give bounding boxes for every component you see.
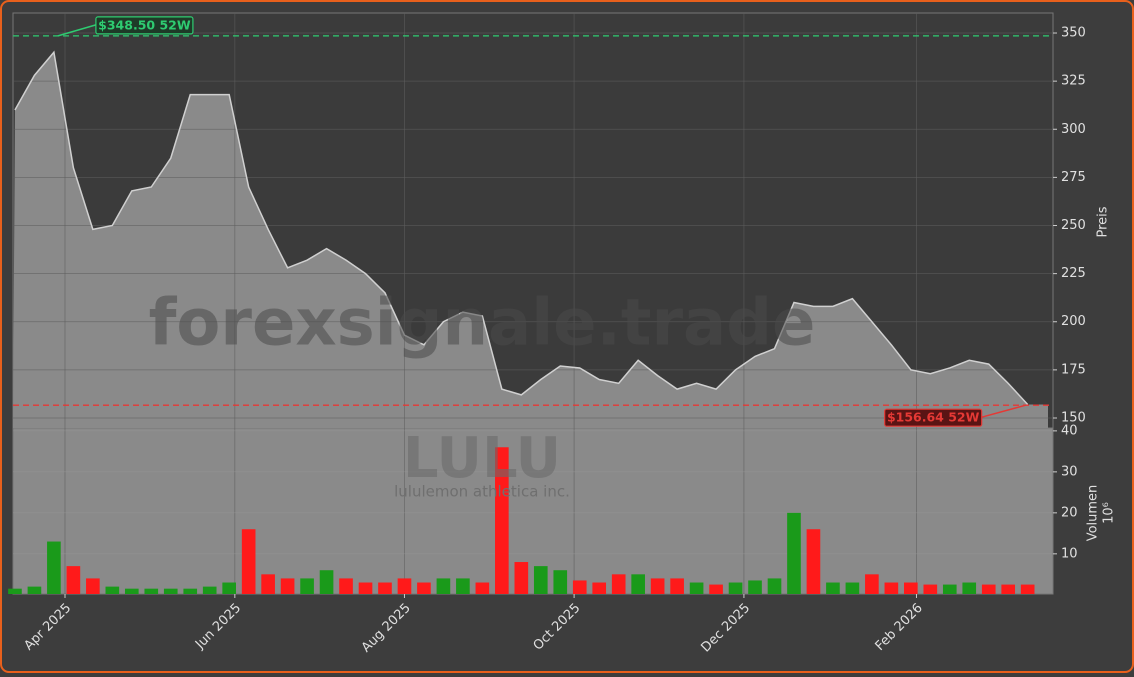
volume-bar [144, 588, 159, 594]
price-line [14, 50, 1029, 406]
volume-bar [572, 580, 587, 594]
volume-bar [592, 582, 607, 594]
company: lululemon athletica inc. [394, 483, 570, 501]
volume-scale: 10⁶ [1102, 502, 1117, 524]
volume-bar [845, 582, 860, 594]
volume-bar [631, 574, 645, 594]
volume-bar [124, 588, 139, 594]
volume-bar [222, 582, 236, 594]
y-tick-label: 300 [1061, 122, 1086, 137]
volume-bar [884, 582, 899, 594]
volume-bar [826, 582, 840, 594]
volume-bar [1020, 584, 1035, 594]
volume-bar [767, 578, 782, 594]
volume-bar [397, 578, 412, 594]
y-tick-label: 30 [1061, 464, 1078, 479]
volume-bar [787, 512, 801, 594]
volume-bar [319, 570, 334, 594]
annotation-arrow [981, 404, 1026, 418]
volume-bar [241, 529, 256, 594]
volume-bar [300, 578, 314, 594]
volume-bar [923, 584, 938, 594]
volume-bar [105, 586, 120, 594]
volume-bar [806, 529, 821, 594]
y-tick-label: 10 [1061, 546, 1078, 561]
y-tick-label: 200 [1061, 314, 1086, 329]
symbol: LULU [403, 426, 561, 491]
volume-bar [456, 578, 470, 594]
y-tick-label: 20 [1061, 505, 1078, 520]
y-tick-label: 275 [1061, 170, 1086, 185]
annotation-label: $348.50 52W [98, 17, 191, 32]
volume-bar [611, 574, 626, 594]
volume-bar [183, 588, 198, 594]
price-area [13, 52, 1048, 429]
y-tick-label: 350 [1061, 26, 1086, 41]
volume-bar [1001, 584, 1016, 594]
volume-bar [378, 582, 392, 594]
volume-bar [650, 578, 665, 594]
volume-bar [163, 588, 178, 594]
y-tick-label: 40 [1061, 423, 1078, 438]
y-axis-label: Preis [1096, 206, 1111, 237]
volume-bar [942, 584, 957, 594]
volume-bar [261, 574, 275, 594]
volume-bar [66, 566, 81, 594]
volume-bar [202, 586, 217, 594]
y-tick-label: 150 [1061, 410, 1086, 425]
volume-bar [358, 582, 373, 594]
volume-bar [475, 582, 490, 594]
volume-bar [748, 580, 762, 594]
volume-bar [339, 578, 353, 594]
watermark: forexsignale.trade [149, 287, 816, 361]
volume-bar [280, 578, 295, 594]
volume-bar [553, 570, 568, 594]
volume-bar [670, 578, 684, 594]
volume-bar [689, 582, 704, 594]
volume-bar [514, 562, 529, 594]
volume-bar [709, 584, 723, 594]
volume-bar [981, 584, 996, 594]
volume-bar [495, 447, 509, 594]
volume-bar [865, 574, 879, 594]
volume-bar [962, 582, 977, 594]
annotation-label: $156.64 52W [887, 410, 980, 425]
volume-bar [8, 588, 22, 594]
y-tick-label: 175 [1061, 362, 1086, 377]
y-tick-label: 250 [1061, 218, 1086, 233]
annotation-box [884, 408, 983, 427]
y-tick-label: 325 [1061, 74, 1086, 89]
volume-bar [417, 582, 431, 594]
volume-bar [904, 582, 918, 594]
y-tick-label: 225 [1061, 266, 1086, 281]
volume-bar [533, 566, 548, 594]
volume-bar [47, 541, 61, 594]
annotation-arrow [57, 24, 97, 37]
volume-bar [728, 582, 743, 594]
volume-axis-label: Volumen [1086, 485, 1101, 542]
volume-bar [86, 578, 100, 594]
volume-bar [436, 578, 451, 594]
volume-bar [27, 586, 42, 594]
